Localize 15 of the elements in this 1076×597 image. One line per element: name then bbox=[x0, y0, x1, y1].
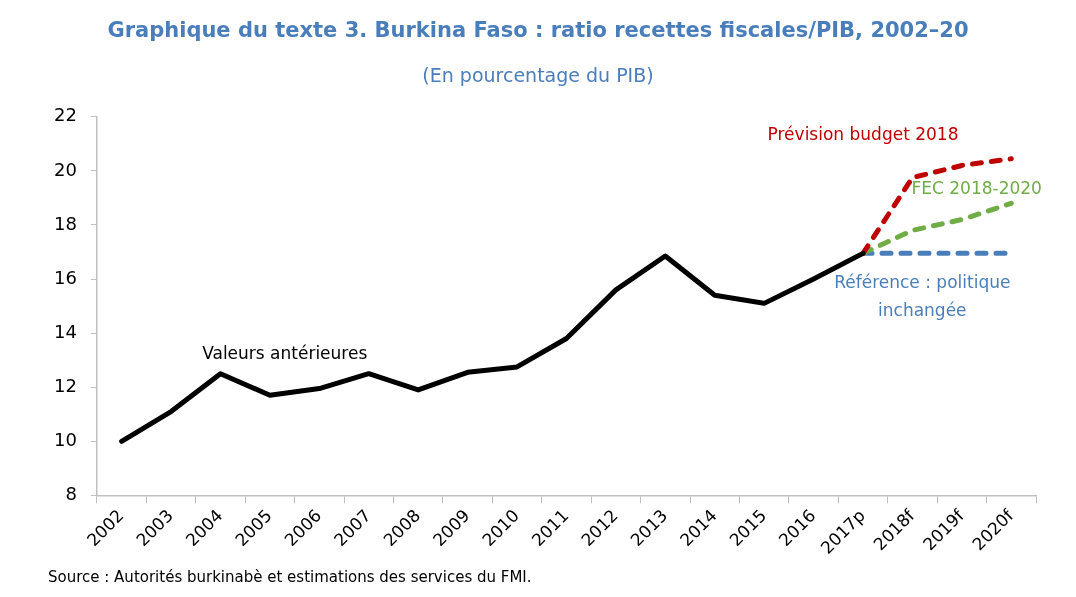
chart-subtitle: (En pourcentage du PIB) bbox=[421, 64, 655, 86]
chart-title: Graphique du texte 3. Burkina Faso : ratio recettes fiscales/PIB, 2002–20 bbox=[106, 18, 970, 42]
series-label: FEC 2018-2020 bbox=[911, 178, 1042, 199]
y-tick-label: 10 bbox=[54, 428, 77, 450]
source-note: Source : Autorités burkinabè et estimations des services du FMI. bbox=[48, 568, 532, 586]
y-tick-label: 14 bbox=[54, 320, 77, 342]
y-tick-label: 16 bbox=[54, 266, 77, 288]
series-label: Valeurs antérieures bbox=[202, 343, 368, 364]
y-tick-label: 12 bbox=[54, 374, 77, 396]
y-tick-label: 22 bbox=[54, 104, 77, 126]
y-tick-label: 8 bbox=[65, 483, 77, 505]
y-tick-label: 18 bbox=[54, 212, 77, 234]
series-label: Référence : politique inchangée bbox=[834, 271, 1011, 320]
series-label: Prévision budget 2018 bbox=[767, 124, 959, 145]
y-tick-label: 20 bbox=[54, 158, 77, 180]
